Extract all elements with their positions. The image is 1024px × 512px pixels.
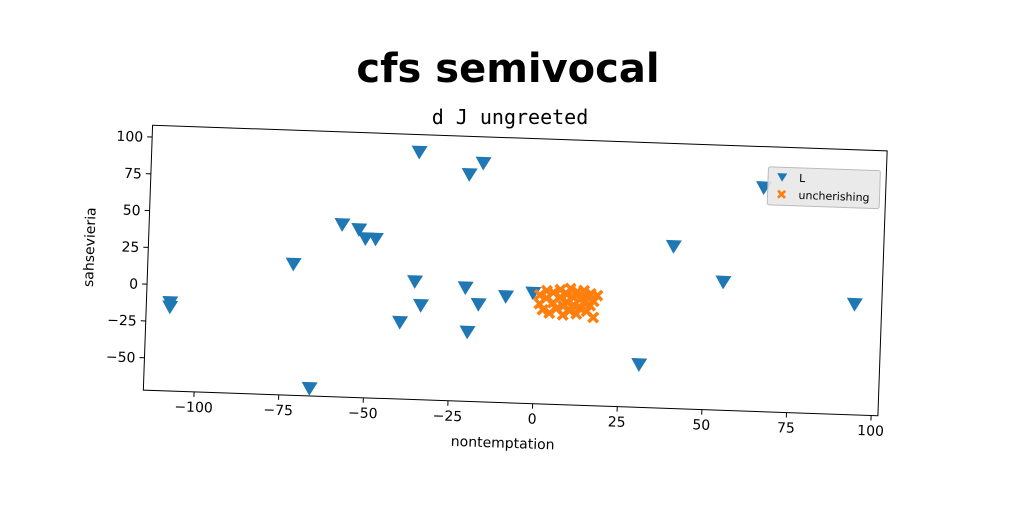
- scatter-point-series-0: [301, 381, 318, 396]
- y-tick-label: 25: [121, 239, 139, 256]
- plot-area: −100 −75 −50 −25 0 25 50 75 100 −50 −25 0 25 50 75 100…: [81, 124, 888, 454]
- scatter-point-series-0: [411, 145, 428, 160]
- scatter-point-series-0: [631, 358, 648, 372]
- scatter-point-series-0: [162, 300, 179, 315]
- scatter-point-series-1: [556, 308, 569, 322]
- legend-box: [766, 166, 881, 210]
- x-tick-label: 25: [607, 414, 625, 431]
- scatter-point-series-0: [475, 156, 492, 171]
- x-tick-label: −50: [348, 405, 378, 422]
- x-axis: −100 −75 −50 −25 0 25 50 75 100: [174, 391, 884, 440]
- chart-title: cfs semivocal: [356, 46, 659, 92]
- scatter-point-series-0: [285, 257, 302, 272]
- scatter-point-series-1: [591, 289, 604, 302]
- y-tick-label: 50: [122, 203, 140, 220]
- x-axis-label: nontemptation: [451, 434, 555, 454]
- scatter-point-series-1: [536, 303, 549, 316]
- scatter-point-series-0: [470, 297, 487, 312]
- x-tick-label: −75: [263, 402, 293, 419]
- scatter-point-series-0: [407, 275, 424, 289]
- scatter-point-series-0: [846, 297, 863, 312]
- x-tick-label: 100: [857, 423, 884, 440]
- legend-marker: [777, 173, 788, 182]
- scatter-point-series-0: [459, 325, 476, 340]
- scatter-point-series-0: [498, 290, 515, 304]
- chart-subtitle: d J ungreeted: [432, 105, 589, 129]
- scatter-point-series-0: [351, 223, 368, 237]
- legend-label: L: [799, 172, 806, 185]
- legend-marker: [776, 189, 787, 199]
- y-tick-label: 0: [129, 277, 138, 293]
- scatter-point-series-1: [533, 288, 546, 302]
- data-marks: [162, 145, 863, 396]
- x-tick-label: −100: [174, 399, 213, 416]
- plot-frame: [142, 124, 888, 417]
- y-axis-label: sahsevieria: [81, 207, 100, 287]
- x-tick-label: 75: [777, 420, 795, 437]
- legend-label: uncherishing: [798, 189, 869, 204]
- scatter-point-series-0: [461, 167, 478, 182]
- y-tick-label: 100: [116, 129, 143, 146]
- x-tick-label: −25: [432, 408, 462, 425]
- y-tick-label: 75: [124, 166, 142, 183]
- scatter-point-series-0: [715, 275, 732, 290]
- x-tick-label: 0: [527, 412, 536, 428]
- scatter-point-series-1: [564, 282, 577, 295]
- scatter-point-series-0: [392, 315, 409, 330]
- x-tick-label: 50: [692, 417, 710, 434]
- y-axis: −50 −25 0 25 50 75 100: [106, 129, 153, 366]
- scatter-point-series-0: [665, 239, 682, 254]
- scatter-point-series-0: [334, 218, 351, 232]
- scatter-point-series-1: [543, 306, 556, 320]
- scatter-point-series-1: [587, 311, 600, 324]
- scatter-point-series-0: [413, 298, 430, 313]
- scatter-point-series-0: [367, 232, 384, 247]
- scatter-point-series-1: [560, 295, 573, 308]
- y-tick-label: −50: [106, 349, 136, 366]
- scatter-point-series-0: [457, 281, 474, 296]
- y-tick-label: −25: [107, 313, 137, 330]
